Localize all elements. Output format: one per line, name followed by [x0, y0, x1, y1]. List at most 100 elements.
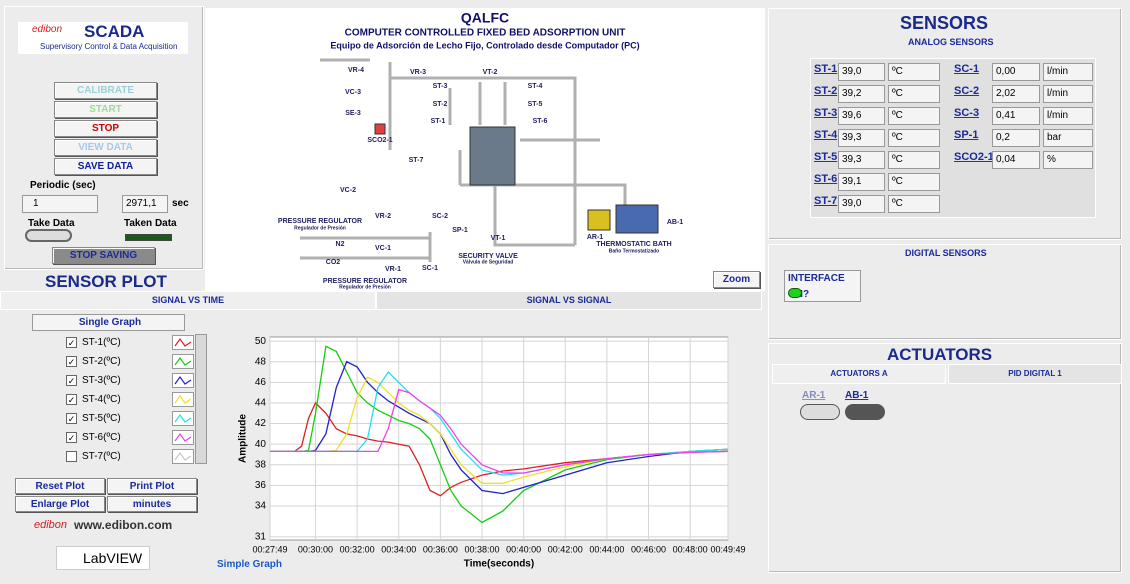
sensor-unit: ºC — [888, 195, 940, 213]
sensor-value: 2,02 — [992, 85, 1040, 103]
channel-checkbox[interactable]: ✓ — [66, 375, 77, 386]
time-unit-select[interactable]: minutes — [107, 496, 197, 512]
channel-checkbox[interactable]: ✓ — [66, 337, 77, 348]
footer-website: www.edibon.com — [74, 518, 173, 532]
y-tick-label: 46 — [255, 377, 267, 388]
y-tick-label: 44 — [255, 398, 267, 409]
control-button[interactable]: START — [54, 101, 157, 118]
actuators-title: ACTUATORS — [887, 345, 993, 364]
diagram-label: N2 — [336, 241, 345, 248]
diagram-label: SC-1 — [422, 265, 438, 272]
diagram-label: ST-6 — [533, 118, 548, 125]
channel-checkbox[interactable] — [66, 451, 77, 462]
take-data-toggle[interactable] — [25, 229, 72, 242]
periodic-input[interactable]: 1 — [22, 195, 98, 213]
channel-name: ST-2(ºC) — [82, 356, 121, 367]
zoom-button[interactable]: Zoom — [713, 271, 760, 288]
plot-tab[interactable]: SIGNAL VS SIGNAL — [376, 291, 762, 310]
footer-brand: edibon — [34, 519, 68, 531]
plot-area — [269, 336, 729, 541]
y-tick-label: 40 — [255, 439, 267, 450]
sensor-id: ST-2 — [814, 85, 838, 97]
series-line — [270, 401, 729, 497]
pipes — [300, 58, 627, 262]
actuator-toggle[interactable] — [800, 404, 840, 420]
sensor-id: ST-3 — [814, 107, 838, 119]
channel-swatch — [172, 354, 194, 369]
sensor-id: ST-7 — [814, 195, 838, 207]
actuator-tab[interactable]: ACTUATORS A — [772, 364, 946, 384]
plot-button[interactable]: Print Plot — [107, 478, 197, 494]
sensor-value: 39,3 — [838, 151, 885, 169]
actuators-panel — [768, 343, 1122, 573]
sensor-unit: l/min — [1043, 63, 1093, 81]
actuator-label: AR-1 — [802, 390, 826, 401]
swatch-line — [174, 356, 192, 366]
diagram-label: VT-2 — [483, 69, 498, 76]
diagram-label: PRESSURE REGULATOR — [278, 218, 362, 225]
x-tick-label: 00:36:00 — [423, 544, 458, 554]
diagram-label: VC-1 — [375, 245, 391, 252]
series-line — [270, 345, 729, 524]
control-button[interactable]: VIEW DATA — [54, 139, 157, 156]
diagram-label: ST-5 — [528, 101, 543, 108]
control-button[interactable]: STOP — [54, 120, 157, 137]
diagram-label: VR-1 — [385, 266, 401, 273]
sensor-value: 0,2 — [992, 129, 1040, 147]
swatch-line — [174, 394, 192, 404]
plot-tab[interactable]: SIGNAL VS TIME — [0, 291, 376, 310]
channel-checkbox[interactable]: ✓ — [66, 394, 77, 405]
channel-checkbox[interactable]: ✓ — [66, 432, 77, 443]
x-tick-label: 00:48:00 — [673, 544, 708, 554]
sensor-unit: ºC — [888, 107, 940, 125]
diagram-label: SCO2-1 — [367, 137, 392, 144]
swatch-icon — [174, 375, 192, 385]
actuator-toggle[interactable] — [845, 404, 885, 420]
sensor-unit: ºC — [888, 85, 940, 103]
channel-name: ST-4(ºC) — [82, 394, 121, 405]
sensor-value: 39,6 — [838, 107, 885, 125]
sensor-id: SP-1 — [954, 129, 979, 141]
channel-checkbox[interactable]: ✓ — [66, 413, 77, 424]
swatch-icon — [174, 337, 192, 347]
diagram-label: Baño Termostatizado — [609, 248, 659, 254]
actuator-label: AB-1 — [845, 390, 869, 401]
take-data-label: Take Data — [28, 218, 75, 229]
plot-button[interactable]: Reset Plot — [15, 478, 105, 494]
series-line — [270, 360, 729, 495]
plot-footer: Simple Graph — [217, 559, 283, 570]
diagram-label: ST-2 — [433, 101, 448, 108]
swatch-line — [174, 451, 192, 461]
diagram-label: ST-4 — [528, 83, 543, 90]
graph-mode-select[interactable]: Single Graph — [32, 314, 185, 331]
diagram-labels: VR-4 VR-3 VT-2 ST-3 ST-4 ST-2 ST-5 ST-1 ST-6 VC-3… — [278, 67, 683, 290]
diagram-label: VC-2 — [340, 187, 356, 194]
control-button[interactable]: CALIBRATE — [54, 82, 157, 99]
thermostatic-bath — [615, 204, 659, 234]
channel-scrollbar[interactable] — [195, 334, 207, 464]
x-tick-label: 00:46:00 — [631, 544, 666, 554]
stop-saving-button[interactable]: STOP SAVING — [52, 247, 155, 264]
periodic-label: Periodic (sec) — [30, 180, 96, 191]
y-tick-label: 34 — [255, 501, 267, 512]
channel-swatch — [172, 430, 194, 445]
x-tick-label: 00:49:49 — [710, 544, 745, 554]
x-tick-label: 00:32:00 — [340, 544, 375, 554]
diagram-label: SECURITY VALVE — [458, 253, 518, 260]
sensor-unit: l/min — [1043, 107, 1093, 125]
diagram-label: SE-3 — [345, 110, 361, 117]
sensor-value: 0,41 — [992, 107, 1040, 125]
swatch-icon — [174, 394, 192, 404]
actuator-tab[interactable]: PID DIGITAL 1 — [948, 364, 1122, 384]
sensor-unit: % — [1043, 151, 1093, 169]
diagram-label: ST-3 — [433, 83, 448, 90]
channel-checkbox[interactable]: ✓ — [66, 356, 77, 367]
sensor-id: SCO2-1 — [954, 151, 994, 163]
channel-swatch — [172, 335, 194, 350]
sensor-id: ST-6 — [814, 173, 838, 185]
control-button[interactable]: SAVE DATA — [54, 158, 157, 175]
diagram-label: Regulador de Presión — [294, 225, 346, 231]
series-line — [270, 388, 729, 474]
plot-button[interactable]: Enlarge Plot — [15, 496, 105, 512]
diagram-label: SC-2 — [432, 213, 448, 220]
